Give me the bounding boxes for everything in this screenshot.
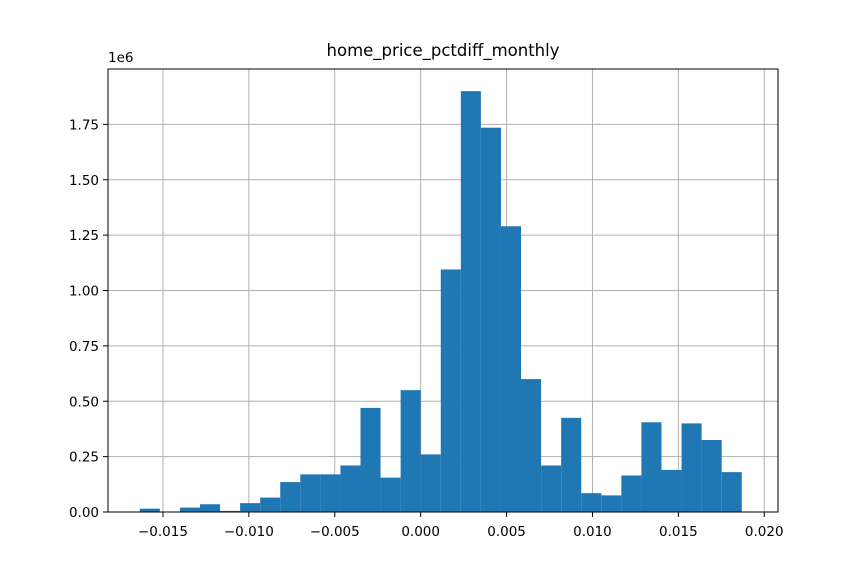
y-tick-label: 1.75 <box>69 117 99 133</box>
y-tick-label: 0.50 <box>69 394 99 410</box>
histogram-bar <box>240 503 261 512</box>
histogram-bar <box>480 127 501 512</box>
y-tick-label: 1.00 <box>69 284 99 300</box>
chart-title: home_price_pctdiff_monthly <box>327 41 560 61</box>
histogram-bar <box>541 465 562 512</box>
y-tick-label: 1.25 <box>69 228 99 244</box>
histogram-bar <box>500 226 522 512</box>
x-tick-label: 0.005 <box>487 524 526 540</box>
histogram-bar <box>320 474 341 512</box>
histogram-bars <box>139 91 742 513</box>
histogram-bar <box>380 477 401 512</box>
histogram-bar <box>400 390 421 512</box>
histogram-bar <box>521 379 542 512</box>
x-tick-label: 0.015 <box>659 524 698 540</box>
histogram-bar <box>701 440 722 512</box>
x-tick-label: 0.010 <box>573 524 612 540</box>
histogram-bar <box>280 482 301 512</box>
y-tick-label: 1.50 <box>69 173 99 189</box>
histogram-bar <box>360 407 381 512</box>
x-tick-label: −0.005 <box>310 524 360 540</box>
histogram-bar <box>340 465 361 512</box>
histogram-bar <box>641 422 662 512</box>
histogram-bar <box>460 91 481 513</box>
x-tick-label: −0.010 <box>224 524 274 540</box>
y-tick-label: 0.75 <box>69 339 99 355</box>
histogram-bar <box>661 469 682 512</box>
plot-frame <box>107 68 779 513</box>
histogram-bar <box>139 508 160 512</box>
axis-ticks: −0.015 −0.010 −0.005 0.000 0.005 0.010 0.015 0.… <box>69 117 784 540</box>
histogram-bar <box>300 474 321 512</box>
histogram-bar <box>199 504 221 512</box>
histogram-bar <box>721 472 742 512</box>
histogram-bar <box>581 493 602 512</box>
histogram-bar <box>681 423 702 512</box>
y-axis-multiplier: 1e6 <box>108 50 133 66</box>
histogram-bar <box>621 475 642 512</box>
x-tick-label: −0.015 <box>138 524 188 540</box>
y-tick-label: 0.00 <box>69 505 99 521</box>
histogram-bar <box>220 510 241 512</box>
histogram-bar <box>601 495 622 512</box>
x-tick-label: 0.020 <box>745 524 784 540</box>
histogram-bar <box>440 269 461 512</box>
histogram-bar <box>420 454 441 512</box>
x-tick-label: 0.000 <box>401 524 440 540</box>
histogram-bar <box>179 507 200 512</box>
histogram-bar <box>260 497 281 512</box>
histogram-bar <box>561 417 582 512</box>
y-tick-label: 0.25 <box>69 450 99 466</box>
